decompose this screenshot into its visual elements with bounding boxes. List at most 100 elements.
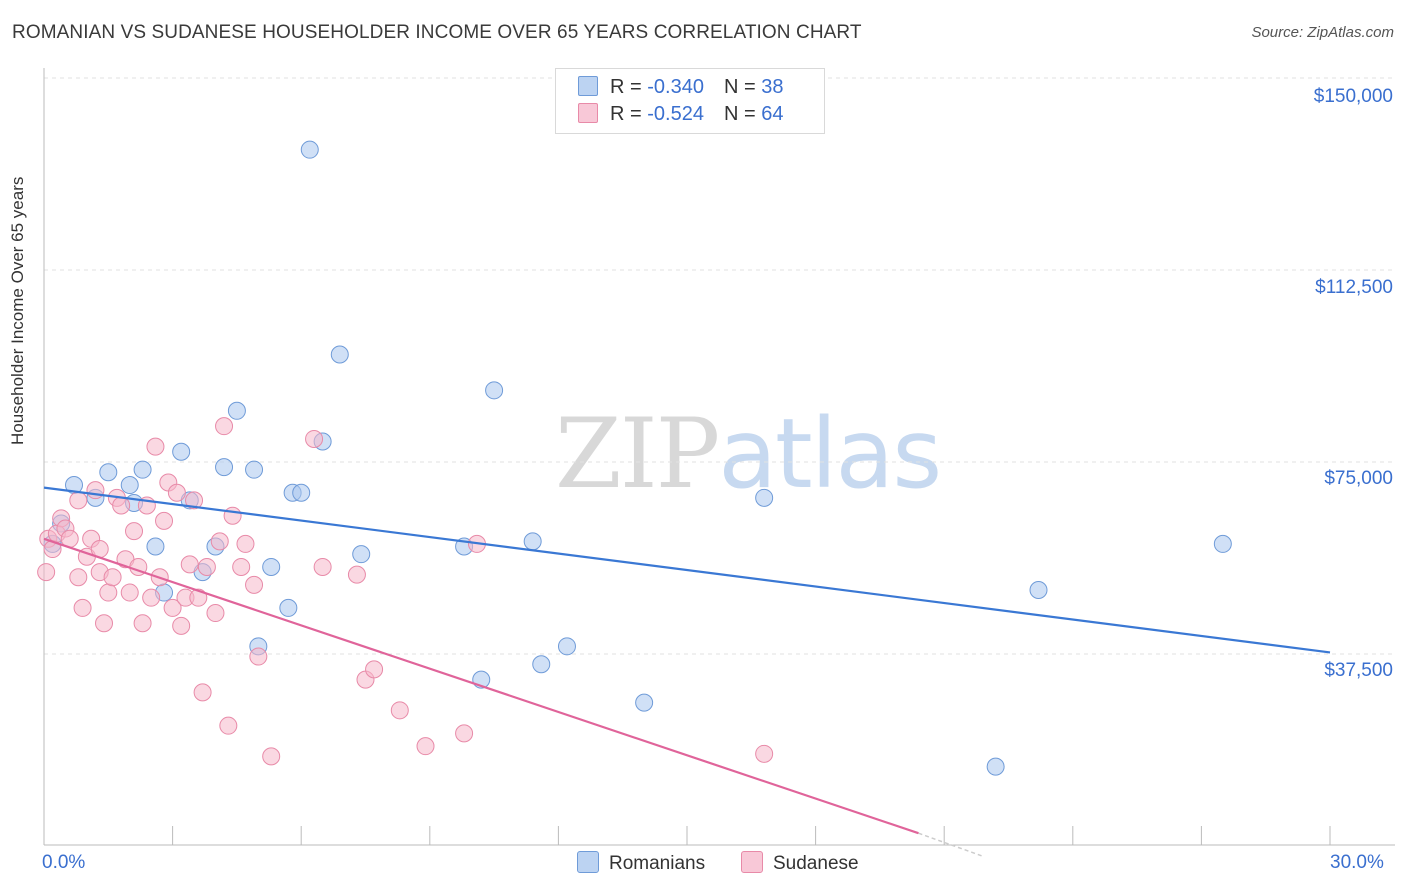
axes bbox=[43, 68, 1395, 846]
legend-label-sudanese: Sudanese bbox=[773, 853, 859, 874]
romanians-point bbox=[986, 757, 1005, 776]
legend-r-value: -0.340 bbox=[647, 76, 704, 98]
sudanese-point bbox=[120, 583, 139, 602]
sudanese-point bbox=[99, 583, 118, 602]
sudanese-point bbox=[232, 557, 251, 576]
sudanese-point bbox=[313, 557, 332, 576]
sudanese-point bbox=[347, 565, 366, 584]
legend-r-value: -0.524 bbox=[647, 103, 704, 125]
sudanese-point bbox=[133, 614, 152, 633]
sudanese-point bbox=[146, 437, 165, 456]
legend-label-romanians: Romanians bbox=[609, 853, 706, 874]
romanians-point bbox=[227, 401, 246, 420]
chart-title: ROMANIAN VS SUDANESE HOUSEHOLDER INCOME … bbox=[12, 22, 862, 43]
sudanese-point bbox=[210, 532, 229, 551]
y-tick-label-150000: $150,000 bbox=[1313, 86, 1393, 107]
sudanese-point bbox=[37, 563, 56, 582]
sudanese-point bbox=[86, 481, 105, 500]
sudanese-point bbox=[416, 737, 435, 756]
x-tick-label-max: 30.0% bbox=[1330, 852, 1384, 873]
sudanese-point bbox=[167, 483, 186, 502]
x-tick-label-min: 0.0% bbox=[42, 852, 86, 873]
sudanese-point bbox=[172, 616, 191, 635]
legend-row-romanians: R = -0.340 N = 38 bbox=[578, 76, 783, 100]
legend-r-label: R = bbox=[610, 76, 648, 98]
sudanese-point bbox=[206, 604, 225, 623]
romanians-point bbox=[635, 693, 654, 712]
romanians-point bbox=[292, 483, 311, 502]
sudanese-point bbox=[249, 647, 268, 666]
sudanese-point bbox=[73, 598, 92, 617]
romanians-point bbox=[133, 460, 152, 479]
romanians-point bbox=[146, 537, 165, 556]
data-points bbox=[37, 140, 1232, 776]
legend-r-label: R = bbox=[610, 103, 648, 125]
romanians-point bbox=[330, 345, 349, 364]
sudanese-point bbox=[223, 506, 242, 525]
sudanese-point bbox=[180, 555, 199, 574]
romanians-point bbox=[120, 476, 139, 495]
romanians-point bbox=[300, 140, 319, 159]
sudanese-point bbox=[69, 491, 88, 510]
sudanese-trend-extension bbox=[918, 832, 984, 857]
source-label: Source: ZipAtlas.com bbox=[1251, 24, 1394, 41]
y-axis-label: Householder Income Over 65 years bbox=[8, 176, 27, 445]
romanians-point bbox=[215, 458, 234, 477]
sudanese-point bbox=[262, 747, 281, 766]
sudanese-point bbox=[755, 744, 774, 763]
sudanese-point bbox=[103, 568, 122, 587]
romanians-point bbox=[755, 488, 774, 507]
sudanese-point bbox=[163, 598, 182, 617]
y-tick-label-112500: $112,500 bbox=[1315, 277, 1393, 298]
romanians-point bbox=[279, 598, 298, 617]
romanians-point bbox=[485, 381, 504, 400]
watermark-atlas: atlas bbox=[718, 398, 942, 510]
sudanese-point bbox=[189, 588, 208, 607]
sudanese-point bbox=[155, 511, 174, 530]
romanians-point bbox=[352, 545, 371, 564]
legend-item-romanians[interactable]: Romanians bbox=[577, 851, 705, 875]
sudanese-point bbox=[197, 557, 216, 576]
romanians-swatch bbox=[578, 76, 598, 96]
sudanese-point bbox=[142, 588, 161, 607]
romanians-point bbox=[557, 637, 576, 656]
stats-legend: R = -0.340 N = 38 R = -0.524 N = 64 bbox=[555, 68, 825, 134]
sudanese-point bbox=[185, 491, 204, 510]
romanians-point bbox=[245, 460, 264, 479]
sudanese-point bbox=[305, 429, 324, 448]
romanians-point bbox=[523, 532, 542, 551]
sudanese-legend-swatch bbox=[741, 851, 763, 873]
sudanese-point bbox=[95, 614, 114, 633]
legend-n-label: N = bbox=[723, 76, 762, 98]
romanians-point bbox=[99, 463, 118, 482]
sudanese-point bbox=[215, 417, 234, 436]
sudanese-point bbox=[193, 683, 212, 702]
legend-row-sudanese: R = -0.524 N = 64 bbox=[578, 103, 783, 127]
romanians-point bbox=[532, 655, 551, 674]
sudanese-point bbox=[390, 701, 409, 720]
watermark-zip: ZIP bbox=[555, 398, 720, 510]
sudanese-point bbox=[69, 568, 88, 587]
trend-lines bbox=[43, 486, 1331, 857]
romanians-legend-swatch bbox=[577, 851, 599, 873]
sudanese-point bbox=[236, 534, 255, 553]
legend-n-value: 64 bbox=[761, 103, 784, 125]
sudanese-swatch bbox=[578, 103, 598, 123]
sudanese-point bbox=[245, 575, 264, 594]
y-tick-label-75000: $75,000 bbox=[1324, 468, 1393, 489]
sudanese-trend-line bbox=[43, 537, 919, 835]
romanians-point bbox=[262, 557, 281, 576]
romanians-point bbox=[172, 442, 191, 461]
romanians-trend-line bbox=[43, 486, 1331, 654]
romanians-point bbox=[1213, 534, 1232, 553]
legend-n-label: N = bbox=[723, 103, 762, 125]
sudanese-point bbox=[125, 522, 144, 541]
y-tick-label-37500: $37,500 bbox=[1324, 660, 1393, 681]
legend-n-value: 38 bbox=[761, 76, 784, 98]
legend-item-sudanese[interactable]: Sudanese bbox=[741, 851, 859, 875]
sudanese-point bbox=[365, 660, 384, 679]
sudanese-point bbox=[219, 716, 238, 735]
sudanese-point bbox=[455, 724, 474, 743]
sudanese-point bbox=[112, 496, 131, 515]
